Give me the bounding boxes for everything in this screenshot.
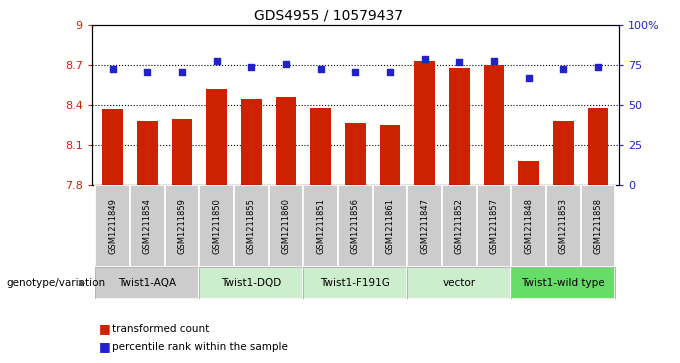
Text: vector: vector (443, 278, 476, 288)
Bar (546, 185, 581, 267)
Bar (234, 185, 269, 267)
Bar (338, 185, 373, 267)
Bar (199, 185, 234, 267)
Bar (269, 185, 303, 267)
Bar (303, 185, 338, 267)
Bar (95, 267, 199, 299)
Text: GSM1211851: GSM1211851 (316, 198, 325, 254)
Text: GSM1211852: GSM1211852 (455, 198, 464, 254)
Point (211, 58, 222, 64)
Point (592, 64, 603, 70)
Text: Twist1-F191G: Twist1-F191G (320, 278, 390, 288)
Bar (345, 123, 366, 185)
Bar (199, 267, 303, 299)
Bar (137, 121, 158, 185)
Title: GDS4955 / 10579437: GDS4955 / 10579437 (254, 9, 403, 23)
Bar (303, 267, 407, 299)
Point (177, 69, 188, 75)
Text: Twist1-wild type: Twist1-wild type (522, 278, 605, 288)
Bar (511, 267, 615, 299)
Point (316, 66, 326, 72)
Bar (414, 61, 435, 185)
Text: GSM1211858: GSM1211858 (594, 198, 602, 254)
Text: GSM1211847: GSM1211847 (420, 198, 429, 254)
Bar (199, 267, 303, 299)
Bar (95, 185, 130, 267)
Point (384, 69, 395, 75)
Text: Twist1-DQD: Twist1-DQD (221, 278, 282, 288)
Bar (588, 108, 609, 185)
Text: ■: ■ (99, 322, 110, 335)
Point (454, 59, 464, 65)
Bar (407, 267, 511, 299)
Bar (310, 108, 331, 185)
Text: GSM1211854: GSM1211854 (143, 198, 152, 254)
Text: GSM1211850: GSM1211850 (212, 198, 221, 254)
Bar (241, 99, 262, 185)
Point (523, 75, 534, 81)
Bar (483, 65, 505, 185)
Bar (442, 185, 477, 267)
Point (350, 69, 360, 75)
Point (419, 56, 430, 62)
Bar (171, 119, 192, 185)
Bar (130, 185, 165, 267)
Text: genotype/variation: genotype/variation (7, 278, 106, 288)
Bar (581, 185, 615, 267)
Text: ■: ■ (99, 340, 110, 353)
Text: GSM1211860: GSM1211860 (282, 198, 290, 254)
Text: percentile rank within the sample: percentile rank within the sample (112, 342, 288, 352)
Text: GSM1211856: GSM1211856 (351, 198, 360, 254)
Bar (407, 267, 511, 299)
Bar (206, 89, 227, 185)
Point (142, 69, 153, 75)
Text: GSM1211857: GSM1211857 (490, 198, 498, 254)
Text: GSM1211853: GSM1211853 (559, 198, 568, 254)
Bar (477, 185, 511, 267)
Point (488, 58, 499, 64)
Bar (303, 267, 407, 299)
Bar (511, 185, 546, 267)
Bar (373, 185, 407, 267)
Bar (379, 125, 401, 185)
Bar (102, 109, 123, 185)
Text: transformed count: transformed count (112, 323, 209, 334)
Bar (95, 267, 199, 299)
Bar (407, 185, 442, 267)
Point (107, 66, 118, 72)
Text: GSM1211861: GSM1211861 (386, 198, 394, 254)
Bar (165, 185, 199, 267)
Text: GSM1211859: GSM1211859 (177, 198, 186, 254)
Bar (553, 121, 574, 185)
Text: GSM1211848: GSM1211848 (524, 198, 533, 254)
Text: GSM1211855: GSM1211855 (247, 198, 256, 254)
Bar (518, 161, 539, 185)
Point (558, 66, 568, 72)
Bar (511, 267, 615, 299)
Text: Twist1-AQA: Twist1-AQA (118, 278, 176, 288)
Text: GSM1211849: GSM1211849 (108, 198, 117, 254)
Bar (275, 97, 296, 185)
Point (246, 64, 257, 70)
Point (281, 61, 292, 67)
Bar (449, 68, 470, 185)
